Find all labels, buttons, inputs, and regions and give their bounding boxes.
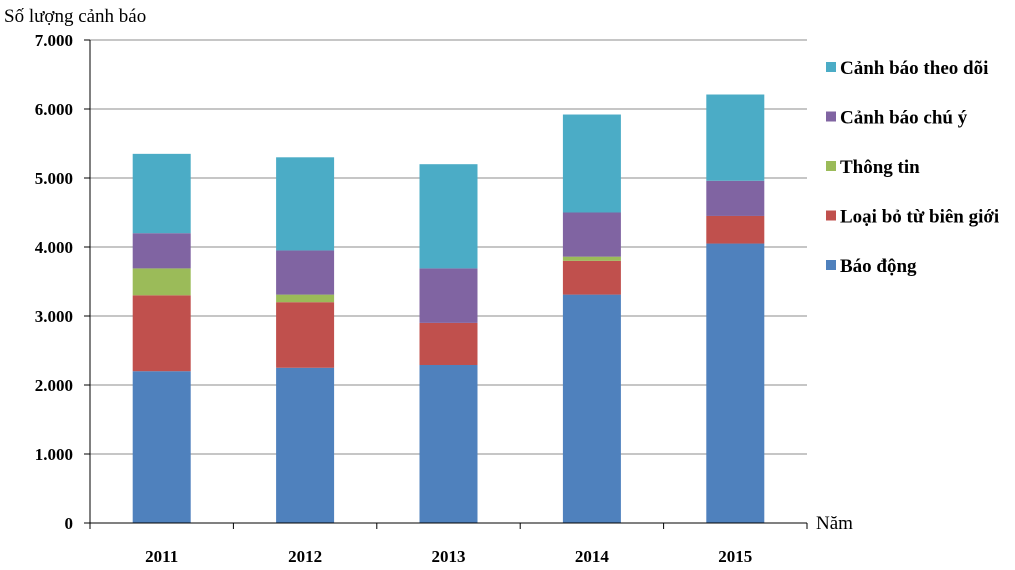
x-tick-labels: 2011 2012 2013 2014 2015	[145, 547, 752, 566]
bar-segment	[562, 294, 621, 523]
legend-swatch	[826, 111, 836, 122]
bar-segment	[132, 268, 191, 296]
bar-segment	[419, 164, 478, 269]
legend-swatch	[826, 260, 836, 270]
bar-segment	[132, 295, 191, 372]
y-tick-label: 6.000	[35, 100, 73, 119]
bar-segment	[419, 268, 478, 323]
bar-segment	[132, 233, 191, 269]
x-tick-label: 2012	[288, 547, 322, 566]
axes	[84, 39, 808, 529]
bar-segment	[562, 212, 621, 257]
bar-segment	[276, 250, 335, 295]
bar-segment	[706, 180, 765, 216]
bar-segment	[276, 157, 335, 251]
legend-swatch	[826, 62, 836, 72]
y-tick-label: 1.000	[35, 445, 73, 464]
bar-segment	[706, 243, 765, 524]
x-tick-label: 2011	[145, 547, 178, 566]
y-tick-label: 0	[65, 514, 74, 533]
bar-segment	[419, 322, 478, 365]
legend-swatch	[826, 161, 836, 171]
legend-swatch	[826, 210, 836, 221]
bar-segment	[562, 260, 621, 295]
bar-segment	[132, 371, 191, 523]
legend-label: Cảnh báo theo dõi	[840, 58, 988, 79]
legend-label: Cảnh báo chú ý	[840, 108, 968, 129]
bar-segment	[706, 94, 765, 181]
bar-segment	[706, 215, 765, 244]
bar-segment	[276, 302, 335, 368]
bars	[132, 94, 765, 524]
x-tick-label: 2014	[575, 547, 610, 566]
bar-segment	[562, 256, 621, 261]
bar-segment	[132, 153, 191, 234]
bar-segment	[276, 367, 335, 523]
bar-segment	[562, 114, 621, 213]
y-tick-labels: 0 1.000 2.000 3.000 4.000 5.000 6.000 7.000	[35, 31, 73, 533]
y-tick-label: 3.000	[35, 307, 73, 326]
legend: Cảnh báo theo dõi Cảnh báo chú ý Thông tin…	[826, 58, 999, 277]
y-tick-label: 4.000	[35, 238, 73, 257]
bar-segment	[419, 364, 478, 523]
legend-label: Loại bỏ từ biên giới	[840, 207, 999, 228]
x-axis-label: Năm	[816, 513, 853, 534]
legend-label: Báo động	[840, 256, 917, 277]
y-tick-label: 5.000	[35, 169, 73, 188]
legend-label: Thông tin	[840, 157, 920, 178]
y-axis-label: Số lượng cảnh báo	[4, 6, 146, 27]
y-tick-label: 2.000	[35, 376, 73, 395]
x-tick-label: 2015	[718, 547, 752, 566]
y-tick-label: 7.000	[35, 31, 73, 50]
x-tick-label: 2013	[432, 547, 466, 566]
bar-segment	[276, 294, 335, 303]
